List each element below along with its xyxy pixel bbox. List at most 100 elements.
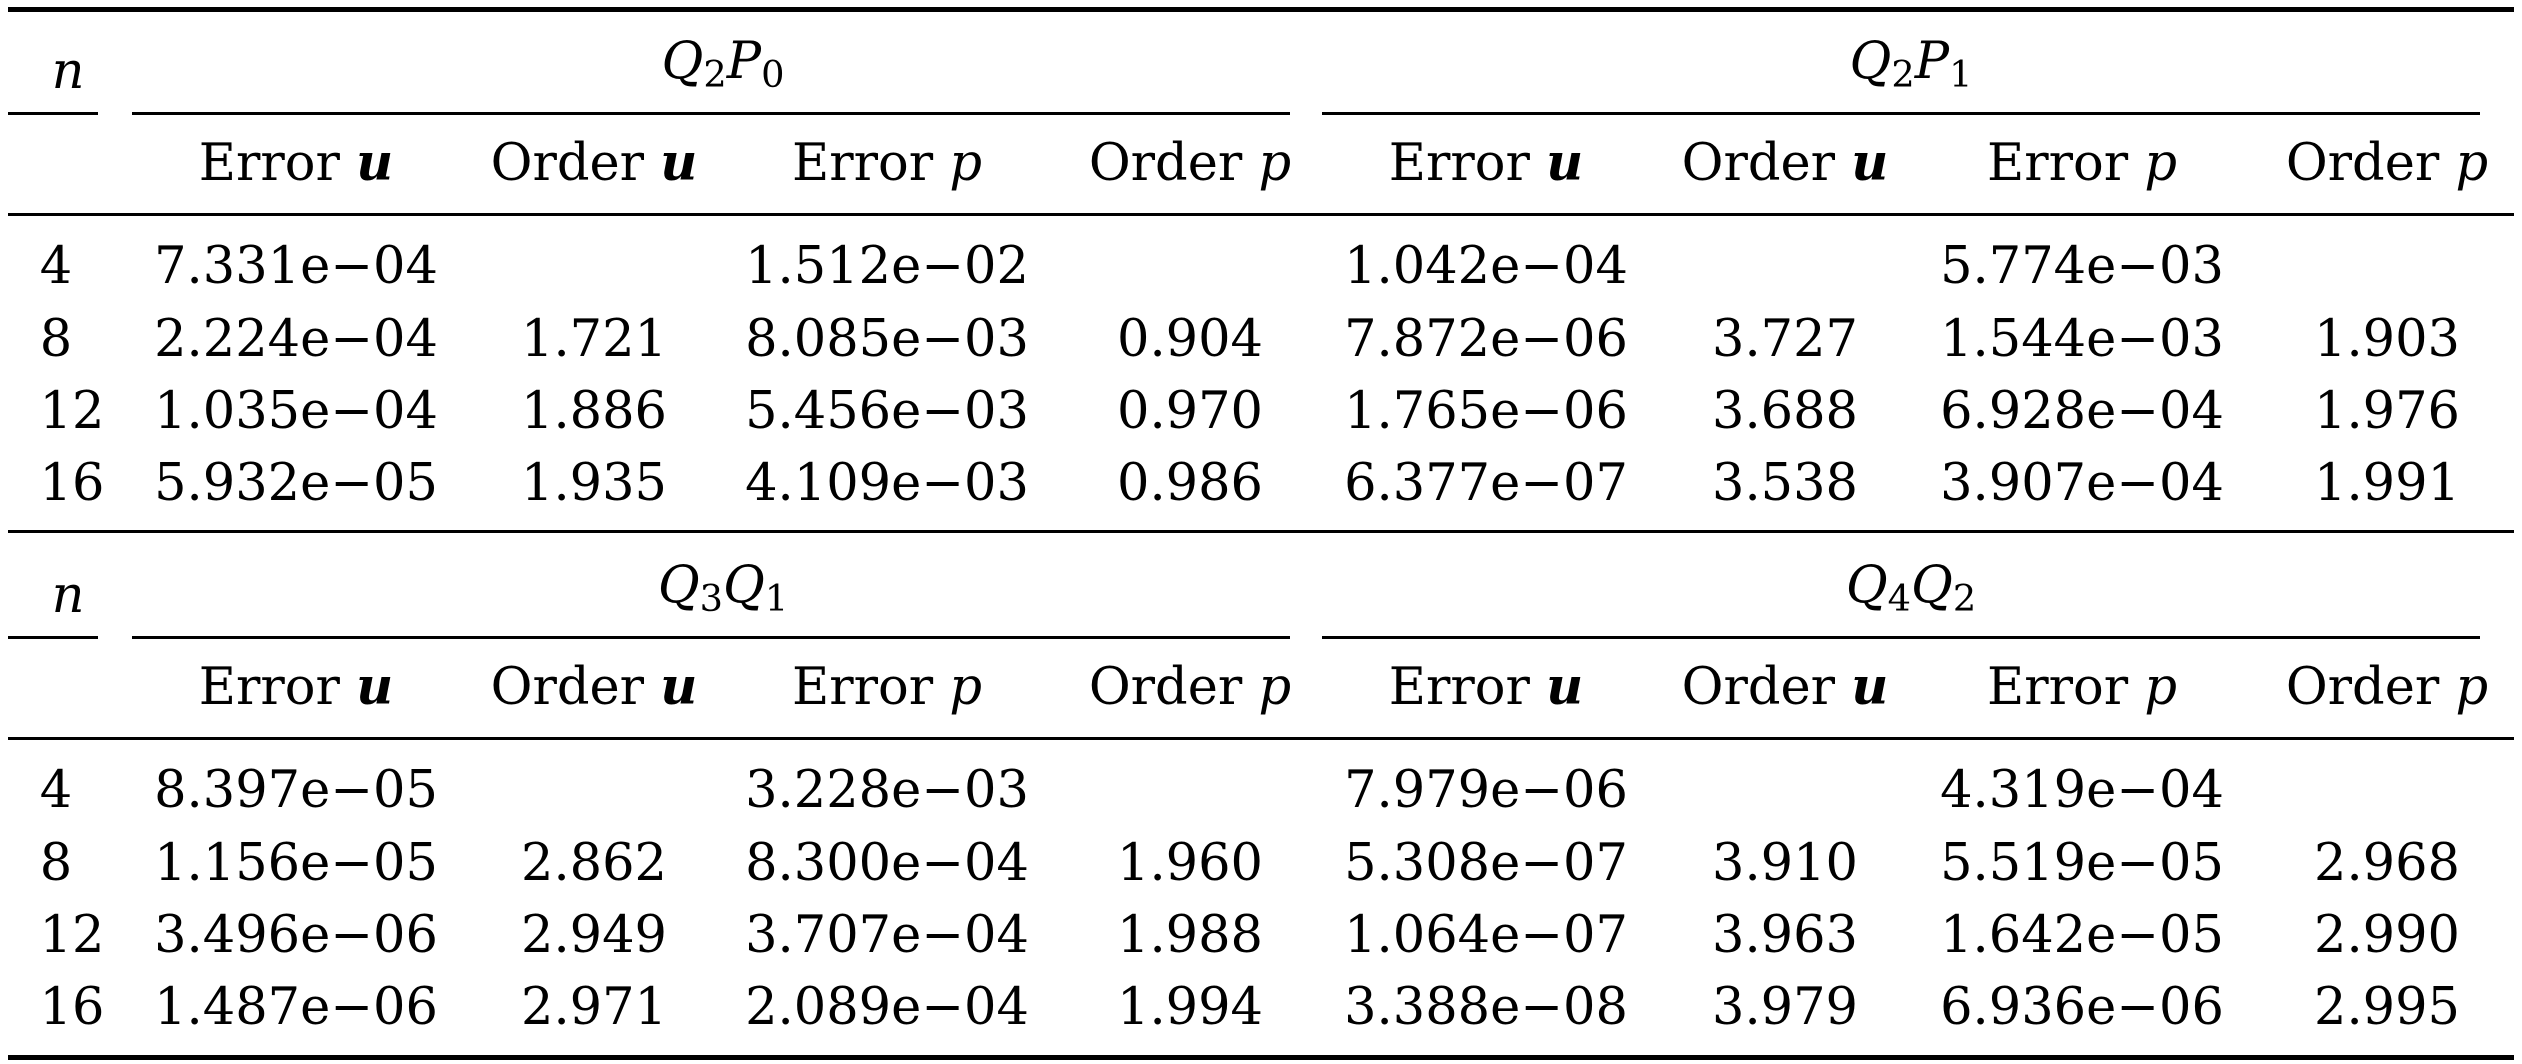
row-n-value: 4: [39, 237, 73, 296]
group-name-sub1: 2: [1891, 53, 1915, 97]
error-value: 8.397e−05: [154, 761, 438, 820]
u-symbol: u: [1546, 133, 1584, 193]
error-word: Error: [792, 658, 934, 717]
error-value: 6.377e−07: [1344, 454, 1628, 513]
error-word: Error: [198, 134, 340, 193]
group-header: Q2P0: [662, 36, 785, 93]
error-value: 6.928e−04: [1940, 382, 2224, 441]
order-value: 1.988: [1116, 906, 1264, 965]
error-value: 5.456e−03: [745, 382, 1029, 441]
p-symbol: p: [2455, 658, 2489, 717]
order-p-header: Order p: [2286, 138, 2488, 189]
p-symbol: p: [1258, 658, 1292, 717]
error-value: 3.907e−04: [1940, 454, 2224, 513]
error-value: 5.308e−07: [1344, 834, 1628, 893]
n-header-rule: [8, 112, 98, 115]
u-symbol: u: [356, 657, 394, 717]
error-word: Error: [792, 134, 934, 193]
order-u-header: Order u: [1682, 138, 1889, 190]
group-name-sub1: 3: [699, 577, 723, 621]
error-p-header: Error p: [792, 662, 982, 713]
error-word: Error: [1987, 134, 2129, 193]
p-symbol: p: [2455, 134, 2489, 193]
error-value: 3.496e−06: [154, 906, 438, 965]
order-p-header: Order p: [1089, 138, 1291, 189]
order-value: 3.688: [1711, 382, 1859, 441]
error-p-header: Error p: [1987, 662, 2177, 713]
group-name-sub2: 2: [1952, 577, 1977, 621]
group-name-main: Q: [1845, 556, 1888, 615]
order-value: 2.862: [520, 834, 668, 893]
group-header-rule: [1322, 112, 2480, 115]
order-value: 2.968: [2313, 834, 2461, 893]
order-value: 3.727: [1711, 310, 1859, 369]
error-u-header: Error u: [199, 662, 393, 714]
order-value: 3.910: [1711, 834, 1859, 893]
group-name-main2: Q: [1911, 556, 1953, 615]
header-bottom-rule: [8, 213, 2514, 216]
row-n-value: 8: [39, 834, 73, 893]
group-header-rule: [132, 112, 1290, 115]
row-n-value: 12: [39, 382, 105, 441]
error-value: 1.487e−06: [154, 978, 438, 1037]
order-word: Order: [490, 658, 645, 717]
row-n-value: 16: [39, 978, 105, 1037]
order-value: 1.994: [1116, 978, 1264, 1037]
order-value: 1.721: [520, 310, 668, 369]
order-value: 0.970: [1116, 382, 1264, 441]
error-word: Error: [1388, 134, 1530, 193]
order-value: 2.990: [2313, 906, 2461, 965]
error-value: 1.765e−06: [1344, 382, 1628, 441]
u-symbol: u: [1851, 657, 1889, 717]
error-value: 4.319e−04: [1940, 761, 2224, 820]
order-value: 1.903: [2313, 310, 2461, 369]
error-value: 3.388e−08: [1344, 978, 1628, 1037]
error-value: 5.519e−05: [1940, 834, 2224, 893]
p-symbol: p: [2144, 134, 2177, 193]
error-value: 1.544e−03: [1940, 310, 2224, 369]
group-header: Q2P1: [1850, 36, 1973, 93]
bottom-rule: [8, 1055, 2514, 1060]
error-value: 1.156e−05: [154, 834, 438, 893]
error-word: Error: [1388, 658, 1530, 717]
group-name-main2: P: [1914, 32, 1950, 91]
order-value: 3.963: [1711, 906, 1859, 965]
group-header-rule: [1322, 636, 2480, 639]
order-p-header: Order p: [1089, 662, 1291, 713]
error-word: Error: [1987, 658, 2129, 717]
order-value: 1.976: [2313, 382, 2461, 441]
order-value: 0.904: [1116, 310, 1264, 369]
error-value: 1.064e−07: [1344, 906, 1628, 965]
order-p-header: Order p: [2286, 662, 2488, 713]
order-value: 3.979: [1711, 978, 1859, 1037]
error-u-header: Error u: [1389, 662, 1583, 714]
order-word: Order: [1681, 658, 1836, 717]
error-value: 7.331e−04: [154, 237, 438, 296]
error-value: 3.228e−03: [745, 761, 1029, 820]
group-header: Q3Q1: [658, 560, 788, 617]
error-value: 7.979e−06: [1344, 761, 1628, 820]
error-value: 1.512e−02: [745, 237, 1029, 296]
n-header: n: [51, 42, 85, 101]
header-bottom-rule: [8, 737, 2514, 740]
order-word: Order: [2285, 134, 2440, 193]
u-symbol: u: [660, 133, 698, 193]
order-word: Order: [2285, 658, 2440, 717]
group-name-sub1: 4: [1887, 577, 1911, 621]
order-word: Order: [490, 134, 645, 193]
group-name-sub2: 0: [761, 53, 785, 97]
row-n-value: 4: [39, 761, 73, 820]
u-symbol: u: [1546, 657, 1584, 717]
order-value: 1.991: [2313, 454, 2461, 513]
order-word: Order: [1681, 134, 1836, 193]
group-name-sub2: 1: [764, 577, 789, 621]
error-value: 5.932e−05: [154, 454, 438, 513]
error-value: 6.936e−06: [1940, 978, 2224, 1037]
row-n-value: 12: [39, 906, 105, 965]
u-symbol: u: [356, 133, 394, 193]
group-header: Q4Q2: [1846, 560, 1976, 617]
mid-rule: [8, 530, 2514, 533]
order-value: 1.960: [1116, 834, 1264, 893]
order-u-header: Order u: [1682, 662, 1889, 714]
order-value: 2.949: [520, 906, 668, 965]
